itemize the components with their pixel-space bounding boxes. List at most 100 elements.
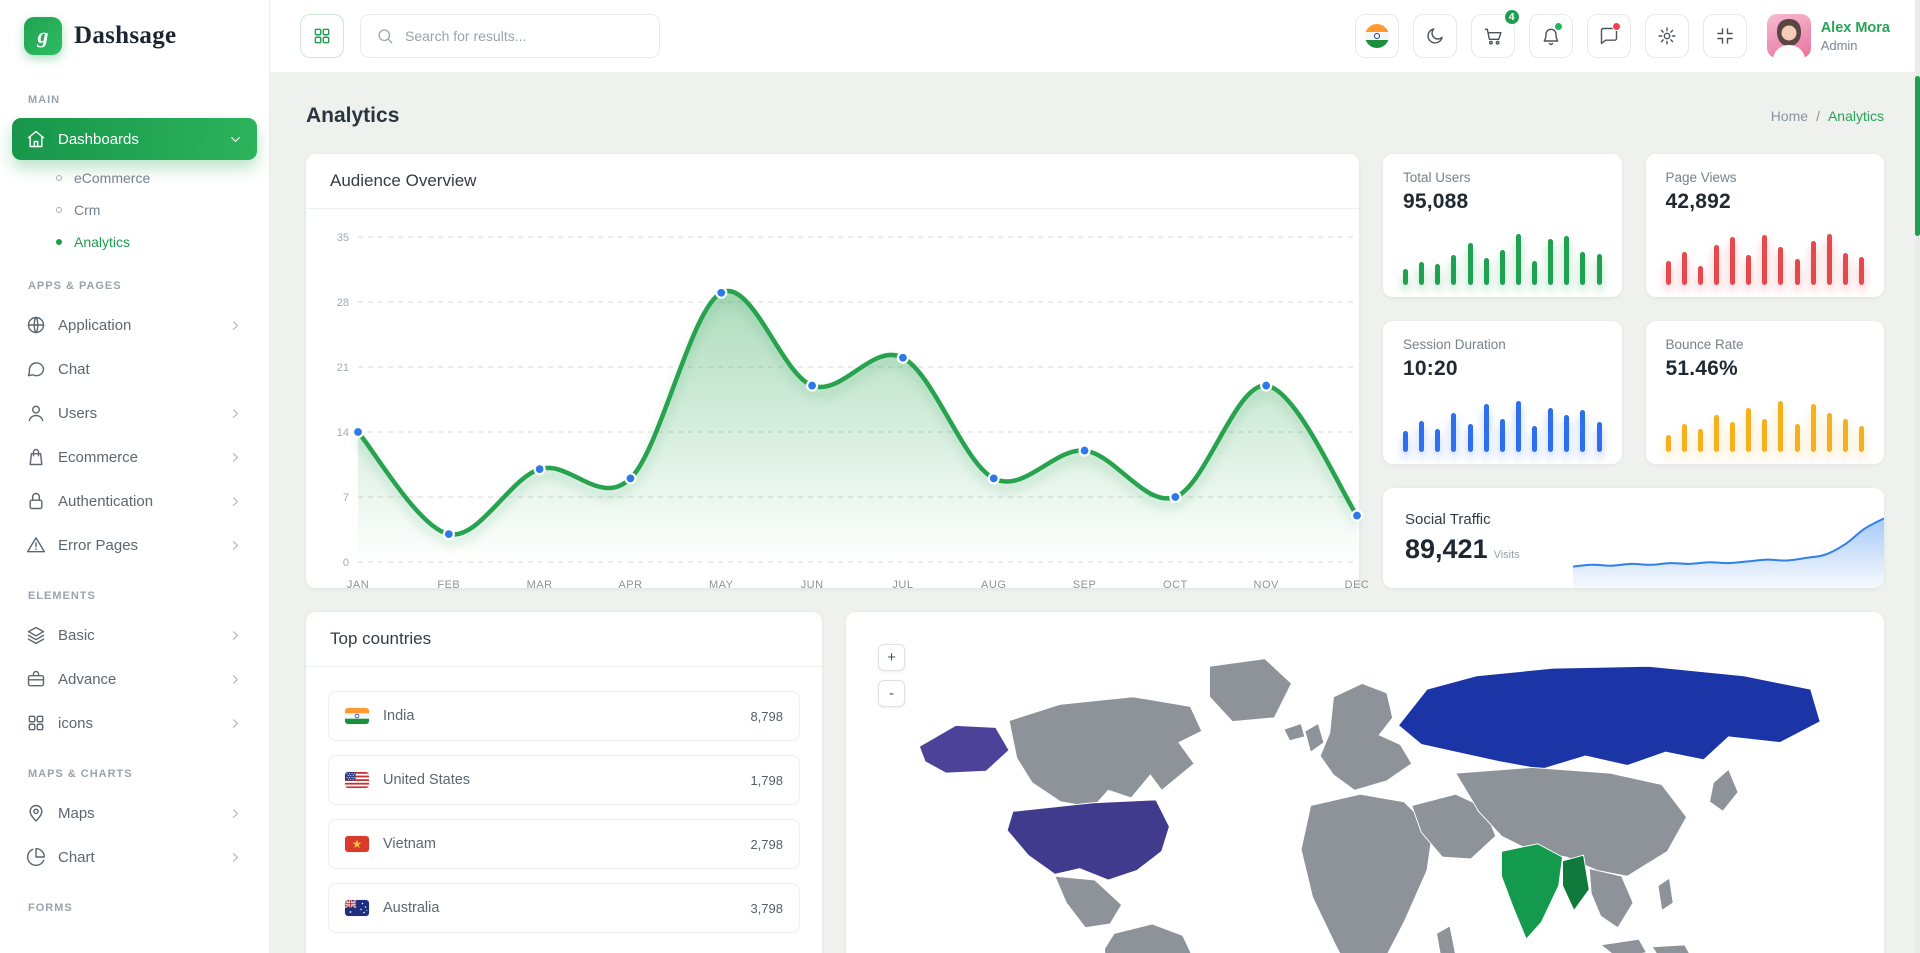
sidebar-item-basic[interactable]: Basic bbox=[12, 614, 257, 656]
chevron-right-icon bbox=[228, 850, 243, 865]
breadcrumb-home[interactable]: Home bbox=[1770, 108, 1809, 124]
audience-overview-card: Audience Overview 0 7 14 21 28 35 JAN FEB MAR AP… bbox=[306, 154, 1369, 591]
country-name: Vietnam bbox=[383, 836, 436, 852]
country-row-australia[interactable]: Australia 3,798 bbox=[328, 883, 800, 933]
country-value: 8,798 bbox=[750, 708, 783, 724]
world-map-card: + - bbox=[846, 612, 1884, 953]
sidebar-item-icons[interactable]: icons bbox=[12, 702, 257, 744]
svg-text:35: 35 bbox=[337, 232, 349, 244]
sidebar-subitem-analytics[interactable]: Analytics bbox=[0, 226, 269, 258]
chevron-right-icon bbox=[228, 628, 243, 643]
map-zoom-controls: + - bbox=[878, 644, 905, 707]
notification-dot bbox=[1553, 22, 1563, 31]
sidebar-item-maps[interactable]: Maps bbox=[12, 792, 257, 834]
notifications-button[interactable] bbox=[1528, 14, 1573, 58]
sidebar-item-advance[interactable]: Advance bbox=[12, 658, 257, 700]
sidebar-item-authentication[interactable]: Authentication bbox=[12, 480, 257, 522]
stat-label: Page Views bbox=[1665, 170, 1737, 185]
stat-mini-bar-chart bbox=[1665, 231, 1864, 285]
chevron-down-icon bbox=[228, 132, 243, 147]
map-zoom-out-button[interactable]: - bbox=[878, 680, 905, 707]
moon-icon bbox=[1425, 26, 1445, 46]
chevron-right-icon bbox=[228, 716, 243, 731]
social-traffic-title: Social Traffic bbox=[1405, 511, 1491, 528]
stat-label: Session Duration bbox=[1403, 337, 1506, 352]
svg-text:0: 0 bbox=[343, 557, 349, 569]
svg-text:14: 14 bbox=[337, 427, 349, 439]
sidebar-subitem-ecommerce[interactable]: eCommerce bbox=[0, 162, 269, 194]
social-traffic-card: Social Traffic 89,421 Visits bbox=[1383, 488, 1884, 588]
sidebar-item-error-pages[interactable]: Error Pages bbox=[12, 524, 257, 566]
bag-icon bbox=[26, 447, 46, 467]
page-title: Analytics bbox=[306, 104, 400, 127]
stat-value: 95,088 bbox=[1403, 190, 1469, 213]
sidebar-item-ecommerce[interactable]: Ecommerce bbox=[12, 436, 257, 478]
sidebar-subitem-crm[interactable]: Crm bbox=[0, 194, 269, 226]
bullet-dot-icon bbox=[56, 175, 62, 181]
sidebar-item-label: Users bbox=[58, 404, 98, 422]
sidebar-item-application[interactable]: Application bbox=[12, 304, 257, 346]
sidebar-item-label: Application bbox=[58, 316, 132, 334]
chevron-right-icon bbox=[228, 450, 243, 465]
sidebar-item-label: Ecommerce bbox=[58, 448, 139, 466]
svg-text:AUG: AUG bbox=[981, 579, 1006, 591]
lock-icon bbox=[26, 491, 46, 511]
svg-text:21: 21 bbox=[337, 362, 349, 374]
country-value: 3,798 bbox=[750, 900, 783, 916]
country-row-united-states[interactable]: United States 1,798 bbox=[328, 755, 800, 805]
svg-text:OCT: OCT bbox=[1163, 579, 1188, 591]
svg-text:NOV: NOV bbox=[1254, 579, 1280, 591]
stat-mini-bar-chart bbox=[1403, 398, 1602, 452]
stat-mini-bar-chart bbox=[1403, 231, 1602, 285]
pie-chart-icon bbox=[26, 847, 46, 867]
country-value: 1,798 bbox=[750, 772, 783, 788]
grid-icon bbox=[26, 713, 46, 733]
search-input[interactable] bbox=[405, 28, 645, 44]
stat-card-total-users: Total Users 95,088 bbox=[1383, 154, 1622, 297]
nav-section-label-forms: FORMS bbox=[28, 902, 73, 914]
sidebar-item-chart[interactable]: Chart bbox=[12, 836, 257, 878]
sidebar-item-chat[interactable]: Chat bbox=[12, 348, 257, 390]
top-countries-title: Top countries bbox=[330, 629, 432, 648]
sidebar-item-label: Chat bbox=[58, 360, 90, 378]
main-content: Analytics Home / Analytics Audience Over… bbox=[270, 72, 1920, 953]
bullet-dot-icon bbox=[56, 207, 62, 213]
map-zoom-in-button[interactable]: + bbox=[878, 644, 905, 671]
audience-chart: 0 7 14 21 28 35 JAN FEB MAR APR MAY JUN JUL AUG SEP OC… bbox=[306, 209, 1369, 602]
user-name: Alex Mora bbox=[1820, 19, 1890, 36]
avatar bbox=[1766, 14, 1811, 58]
apps-grid-button[interactable] bbox=[300, 14, 344, 58]
country-name: India bbox=[383, 708, 415, 724]
stat-card-bounce-rate: Bounce Rate 51.46% bbox=[1645, 321, 1884, 464]
world-map[interactable] bbox=[864, 630, 1866, 953]
sidebar-subitem-label: eCommerce bbox=[74, 170, 151, 186]
dark-mode-button[interactable] bbox=[1412, 14, 1457, 58]
exit-fullscreen-button[interactable] bbox=[1702, 14, 1747, 58]
logo[interactable]: g Dashsage bbox=[0, 0, 269, 72]
stat-card-session-duration: Session Duration 10:20 bbox=[1383, 321, 1622, 464]
page-scrollbar[interactable] bbox=[1915, 0, 1920, 953]
cart-button[interactable]: 4 bbox=[1470, 8, 1521, 58]
settings-button[interactable] bbox=[1644, 14, 1689, 58]
country-row-india[interactable]: India 8,798 bbox=[328, 691, 800, 741]
country-row-vietnam[interactable]: Vietnam 2,798 bbox=[328, 819, 800, 869]
chat-icon bbox=[26, 359, 46, 379]
language-button[interactable] bbox=[1354, 14, 1399, 58]
user-menu[interactable]: Alex Mora Admin bbox=[1766, 14, 1890, 58]
sidebar-item-label: icons bbox=[58, 714, 94, 732]
scrollbar-thumb[interactable] bbox=[1915, 76, 1920, 236]
social-sparkline bbox=[1573, 488, 1884, 588]
breadcrumb: Home / Analytics bbox=[1771, 108, 1884, 124]
search-box[interactable] bbox=[360, 14, 660, 58]
sidebar-subitem-label: Crm bbox=[74, 202, 101, 218]
chevron-right-icon bbox=[228, 318, 243, 333]
social-traffic-value: 89,421 bbox=[1405, 534, 1488, 564]
nav-section-label-apps-pages: APPS & PAGES bbox=[28, 280, 122, 292]
sidebar: g Dashsage MAIN Dashboards eCommerce Crm Ana… bbox=[0, 0, 270, 953]
au-flag-icon bbox=[345, 900, 369, 916]
sidebar-item-users[interactable]: Users bbox=[12, 392, 257, 434]
home-icon bbox=[26, 129, 46, 149]
sidebar-item-dashboards[interactable]: Dashboards bbox=[12, 118, 257, 160]
cart-badge: 4 bbox=[1502, 8, 1521, 26]
messages-button[interactable] bbox=[1586, 14, 1631, 58]
